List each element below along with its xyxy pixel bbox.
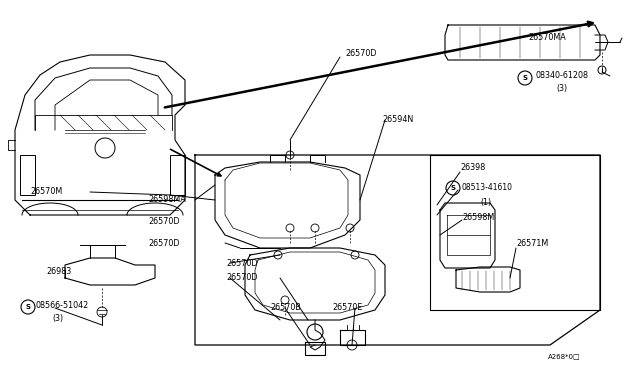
Text: 26570D: 26570D	[226, 259, 257, 267]
Text: S: S	[522, 75, 527, 81]
Text: 26594N: 26594N	[382, 115, 413, 125]
Text: 26570M: 26570M	[30, 187, 62, 196]
Text: 26570D: 26570D	[226, 273, 257, 282]
Text: (1): (1)	[480, 198, 491, 206]
Text: 08566-51042: 08566-51042	[36, 301, 89, 310]
Text: S: S	[451, 185, 456, 191]
Text: 26570B: 26570B	[270, 304, 301, 312]
Text: A268*0□: A268*0□	[548, 353, 580, 359]
Text: 26570D: 26570D	[345, 49, 376, 58]
Text: 26598M: 26598M	[462, 214, 494, 222]
Text: 26598MA: 26598MA	[148, 196, 186, 205]
Text: 08513-41610: 08513-41610	[462, 183, 513, 192]
Text: 26983: 26983	[46, 267, 71, 276]
Text: 26570D: 26570D	[148, 238, 179, 247]
Text: 26571M: 26571M	[516, 240, 548, 248]
Text: (3): (3)	[556, 84, 567, 93]
Text: 26570D: 26570D	[148, 218, 179, 227]
Text: 26570MA: 26570MA	[528, 33, 566, 42]
Text: 26398: 26398	[460, 164, 485, 173]
Text: (3): (3)	[52, 314, 63, 323]
Text: S: S	[26, 304, 31, 310]
Text: 08340-61208: 08340-61208	[536, 71, 589, 80]
Text: 26570E: 26570E	[332, 304, 362, 312]
